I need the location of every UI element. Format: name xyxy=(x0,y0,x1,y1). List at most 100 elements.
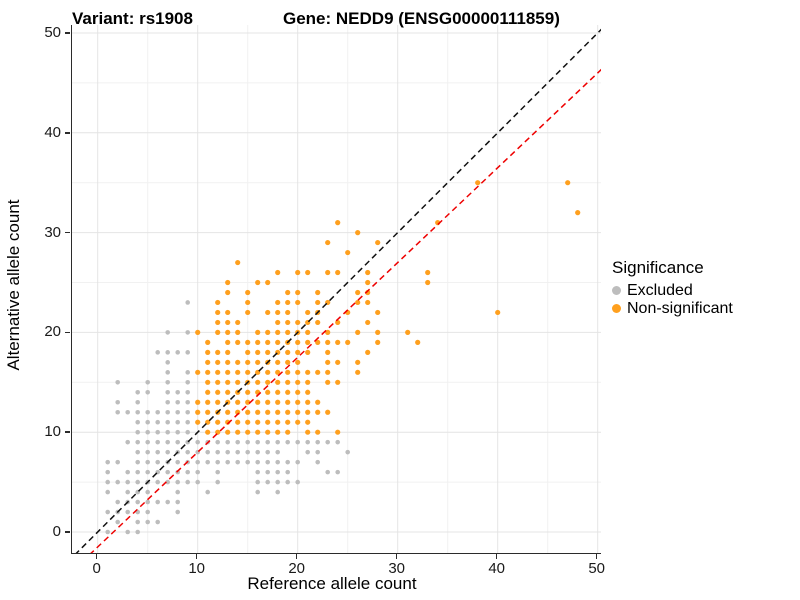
data-point xyxy=(345,449,351,455)
data-point xyxy=(275,469,280,475)
data-point xyxy=(135,439,140,445)
data-point xyxy=(405,329,411,335)
data-point xyxy=(155,459,160,465)
data-point xyxy=(375,239,381,246)
data-point xyxy=(285,379,291,385)
data-point xyxy=(115,479,120,485)
data-point xyxy=(145,429,150,435)
data-point xyxy=(175,489,180,495)
data-point xyxy=(125,439,130,445)
data-point xyxy=(325,339,331,345)
data-point xyxy=(215,369,221,375)
data-point xyxy=(175,439,180,445)
data-point xyxy=(155,519,160,525)
data-point xyxy=(245,339,251,345)
data-point xyxy=(115,459,120,465)
data-point xyxy=(225,279,231,286)
data-point xyxy=(225,379,231,385)
data-point xyxy=(285,459,290,465)
fit-line xyxy=(90,68,601,553)
data-point xyxy=(135,409,140,415)
y-axis-title: Alternative allele count xyxy=(4,199,23,371)
data-point xyxy=(305,379,311,385)
data-point xyxy=(315,459,320,465)
data-point xyxy=(335,439,341,445)
x-axis-title: Reference allele count xyxy=(247,574,417,593)
data-point xyxy=(295,479,300,485)
data-point xyxy=(285,359,291,365)
data-point xyxy=(285,289,291,296)
data-point xyxy=(285,349,291,355)
data-point xyxy=(195,419,201,425)
data-point xyxy=(325,469,330,475)
data-point xyxy=(305,349,311,355)
data-point xyxy=(265,279,271,286)
data-point xyxy=(195,459,200,465)
data-point xyxy=(295,439,300,445)
data-point xyxy=(225,429,231,435)
data-point xyxy=(215,329,221,335)
data-point xyxy=(165,479,170,485)
data-point xyxy=(245,359,251,365)
data-point xyxy=(255,379,261,385)
data-point xyxy=(145,509,150,515)
legend-title: Significance xyxy=(612,258,704,277)
data-point xyxy=(185,370,190,375)
data-point xyxy=(135,389,140,395)
data-point xyxy=(115,380,120,385)
data-point xyxy=(305,269,311,276)
data-point xyxy=(295,419,301,425)
data-point xyxy=(235,259,241,266)
data-point xyxy=(245,409,251,415)
data-point xyxy=(225,369,231,375)
data-point xyxy=(275,389,281,395)
data-point xyxy=(275,359,281,365)
data-point xyxy=(305,309,311,316)
data-point xyxy=(235,419,241,425)
data-point xyxy=(275,299,281,306)
data-point xyxy=(245,399,251,405)
data-point xyxy=(415,339,421,345)
data-point xyxy=(205,369,211,375)
data-point xyxy=(135,429,140,435)
data-point xyxy=(165,449,170,455)
x-tick-label: 0 xyxy=(92,560,101,577)
data-point xyxy=(135,479,140,485)
data-point xyxy=(145,389,150,395)
data-point xyxy=(125,409,130,415)
data-point xyxy=(365,349,371,355)
data-point xyxy=(235,329,241,335)
data-point xyxy=(325,439,330,445)
data-point xyxy=(275,269,281,276)
y-tick-mark xyxy=(65,331,70,334)
x-tick-mark xyxy=(495,554,498,559)
data-point xyxy=(255,479,260,485)
data-point xyxy=(285,389,291,395)
data-point xyxy=(185,380,190,385)
data-point xyxy=(145,459,150,465)
data-point xyxy=(305,389,311,395)
data-point xyxy=(155,499,160,505)
y-tick-label: 0 xyxy=(52,523,61,540)
data-point xyxy=(305,369,311,375)
data-point xyxy=(235,379,241,385)
data-point xyxy=(265,439,270,445)
data-point xyxy=(285,299,291,306)
data-point xyxy=(275,459,280,465)
data-point xyxy=(255,409,261,415)
data-point xyxy=(225,289,231,296)
data-point xyxy=(255,429,261,435)
data-point xyxy=(315,289,321,296)
data-point xyxy=(245,369,251,375)
data-point xyxy=(275,399,281,405)
data-point xyxy=(265,309,271,316)
data-point xyxy=(235,449,240,455)
data-point xyxy=(205,449,210,455)
data-point xyxy=(235,399,241,405)
data-point xyxy=(225,419,231,425)
data-point xyxy=(175,350,180,355)
data-point xyxy=(175,429,180,435)
data-point xyxy=(115,499,120,505)
x-tick-mark xyxy=(195,554,198,559)
data-point xyxy=(165,360,170,365)
